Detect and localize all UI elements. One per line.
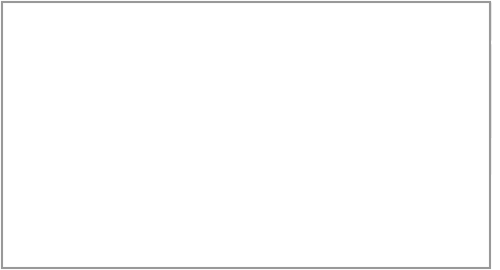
Text: 3: 3: [287, 120, 294, 130]
Text: $M$22:M$22: $M$22:M$22: [175, 98, 238, 108]
Text: US: US: [95, 76, 110, 86]
Bar: [2, 2, 490, 40]
Text: RoW: RoW: [416, 76, 442, 86]
Bar: [175, 94, 222, 112]
Text: Bananas: Bananas: [14, 98, 62, 108]
Text: ),ROWS(: ),ROWS(: [222, 98, 266, 108]
Bar: [67, 92, 462, 114]
Bar: [222, 94, 256, 112]
Text: and 1 to 7: and 1 to 7: [256, 251, 313, 261]
Text: Generates running numbers 1 to 6: Generates running numbers 1 to 6: [10, 216, 202, 226]
Text: UK: UK: [160, 76, 175, 86]
Bar: [67, 70, 138, 92]
Text: 17.1: 17.1: [344, 120, 369, 130]
Text: Asia: Asia: [278, 76, 302, 86]
Text: 12.7: 12.7: [90, 120, 115, 130]
Text: Region (quantities in 000s of tonnes): Region (quantities in 000s of tonnes): [148, 54, 381, 64]
Bar: [132, 94, 175, 112]
Bar: [8, 92, 67, 114]
Bar: [256, 94, 304, 112]
Text: =INDEX(: =INDEX(: [70, 98, 114, 108]
Text: )): )): [304, 98, 316, 108]
Text: Peaches: Peaches: [14, 120, 60, 130]
Text: 10.4: 10.4: [155, 120, 180, 130]
Bar: [2, 44, 490, 174]
Text: Europe: Europe: [211, 76, 250, 86]
Text: 16.2: 16.2: [417, 120, 442, 130]
Text: ,COLUMNS(: ,COLUMNS(: [132, 98, 188, 108]
Text: Transposing a table - without helper cells - technique 1: Transposing a table - without helper cel…: [10, 15, 398, 28]
Text: myData: myData: [104, 98, 141, 108]
Text: Fruit: Fruit: [23, 76, 52, 86]
Text: 10.8: 10.8: [218, 120, 242, 130]
Text: $L$23:$L23: $L$23:$L23: [256, 98, 318, 108]
Bar: [67, 48, 462, 70]
Text: Australia: Australia: [332, 76, 381, 86]
